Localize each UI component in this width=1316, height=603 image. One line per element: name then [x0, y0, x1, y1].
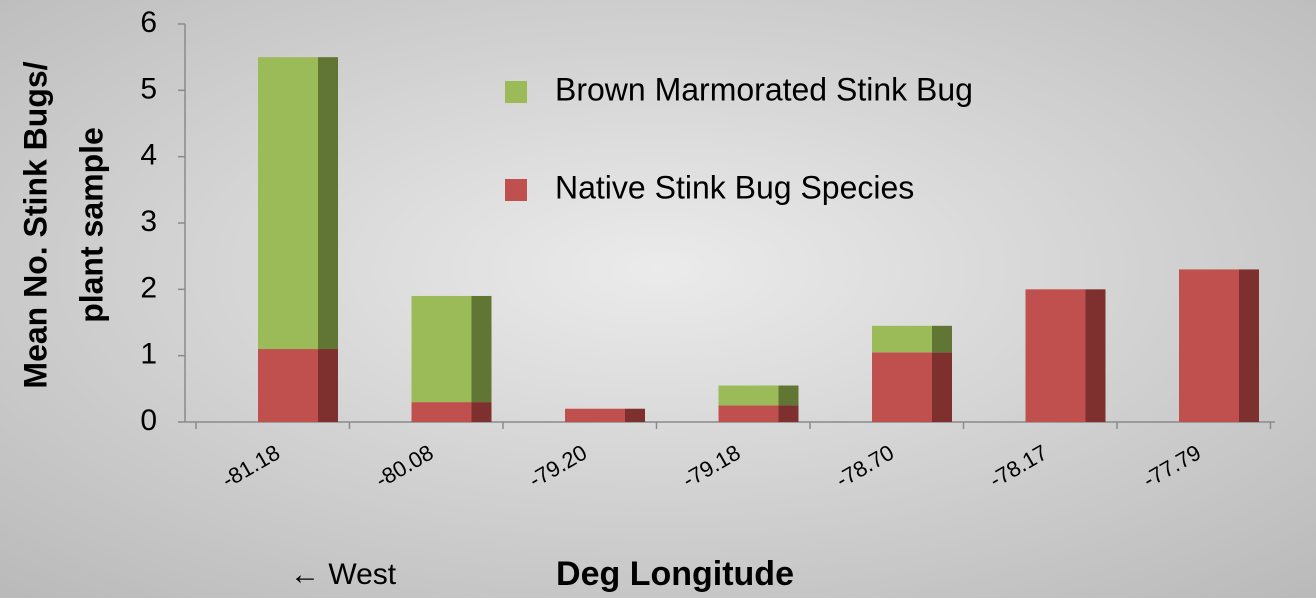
y-tick-label: 6: [140, 6, 157, 39]
bar-side: [318, 57, 338, 350]
bar-front: [1179, 269, 1239, 422]
bar-front: [258, 349, 318, 422]
bar-side: [932, 352, 952, 422]
bar-segment: [1179, 269, 1259, 422]
bar-side: [932, 325, 952, 353]
bar-front: [1025, 289, 1086, 422]
y-tick-label: 5: [140, 72, 157, 105]
y-axis-title: Mean No. Stink Bugs/: [17, 61, 53, 388]
bar-segment: [718, 385, 799, 406]
y-tick-label: 0: [140, 404, 157, 437]
bar-segment: [1025, 289, 1106, 422]
y-tick-label: 4: [140, 139, 157, 172]
bar-side: [1085, 289, 1106, 422]
bar-front: [718, 405, 779, 422]
legend-label: Native Stink Bug Species: [555, 169, 914, 205]
bar-side: [318, 349, 338, 422]
bar-segment: [872, 352, 952, 422]
bar-side: [778, 385, 799, 406]
legend-swatch: [505, 179, 527, 201]
bar-segment: [411, 402, 492, 422]
bar-front: [872, 325, 932, 353]
bar-segment: [411, 295, 492, 403]
bar-front: [258, 57, 318, 350]
y-tick-label: 2: [140, 271, 157, 304]
x-axis-title: Deg Longitude: [556, 555, 794, 593]
bar-segment: [565, 408, 645, 422]
bar-front: [411, 402, 472, 422]
y-tick-label: 1: [140, 338, 157, 371]
y-axis-title: plant sample: [73, 127, 109, 323]
legend-label: Brown Marmorated Stink Bug: [555, 71, 973, 107]
bar-segment: [718, 405, 799, 422]
bar-front: [565, 408, 625, 422]
bar-front: [872, 352, 932, 422]
annotation: ← West: [290, 558, 397, 591]
bar-front: [411, 295, 472, 403]
bar-side: [471, 402, 492, 422]
bar-segment: [258, 349, 338, 422]
legend-swatch: [505, 81, 527, 103]
bar-segment: [258, 57, 338, 350]
bar-side: [778, 405, 799, 422]
bar-segment: [872, 325, 952, 353]
bar-front: [718, 385, 779, 406]
bar-side: [625, 408, 645, 422]
bar-side: [471, 295, 492, 403]
bar-side: [1239, 269, 1259, 422]
y-tick-label: 3: [140, 205, 157, 238]
